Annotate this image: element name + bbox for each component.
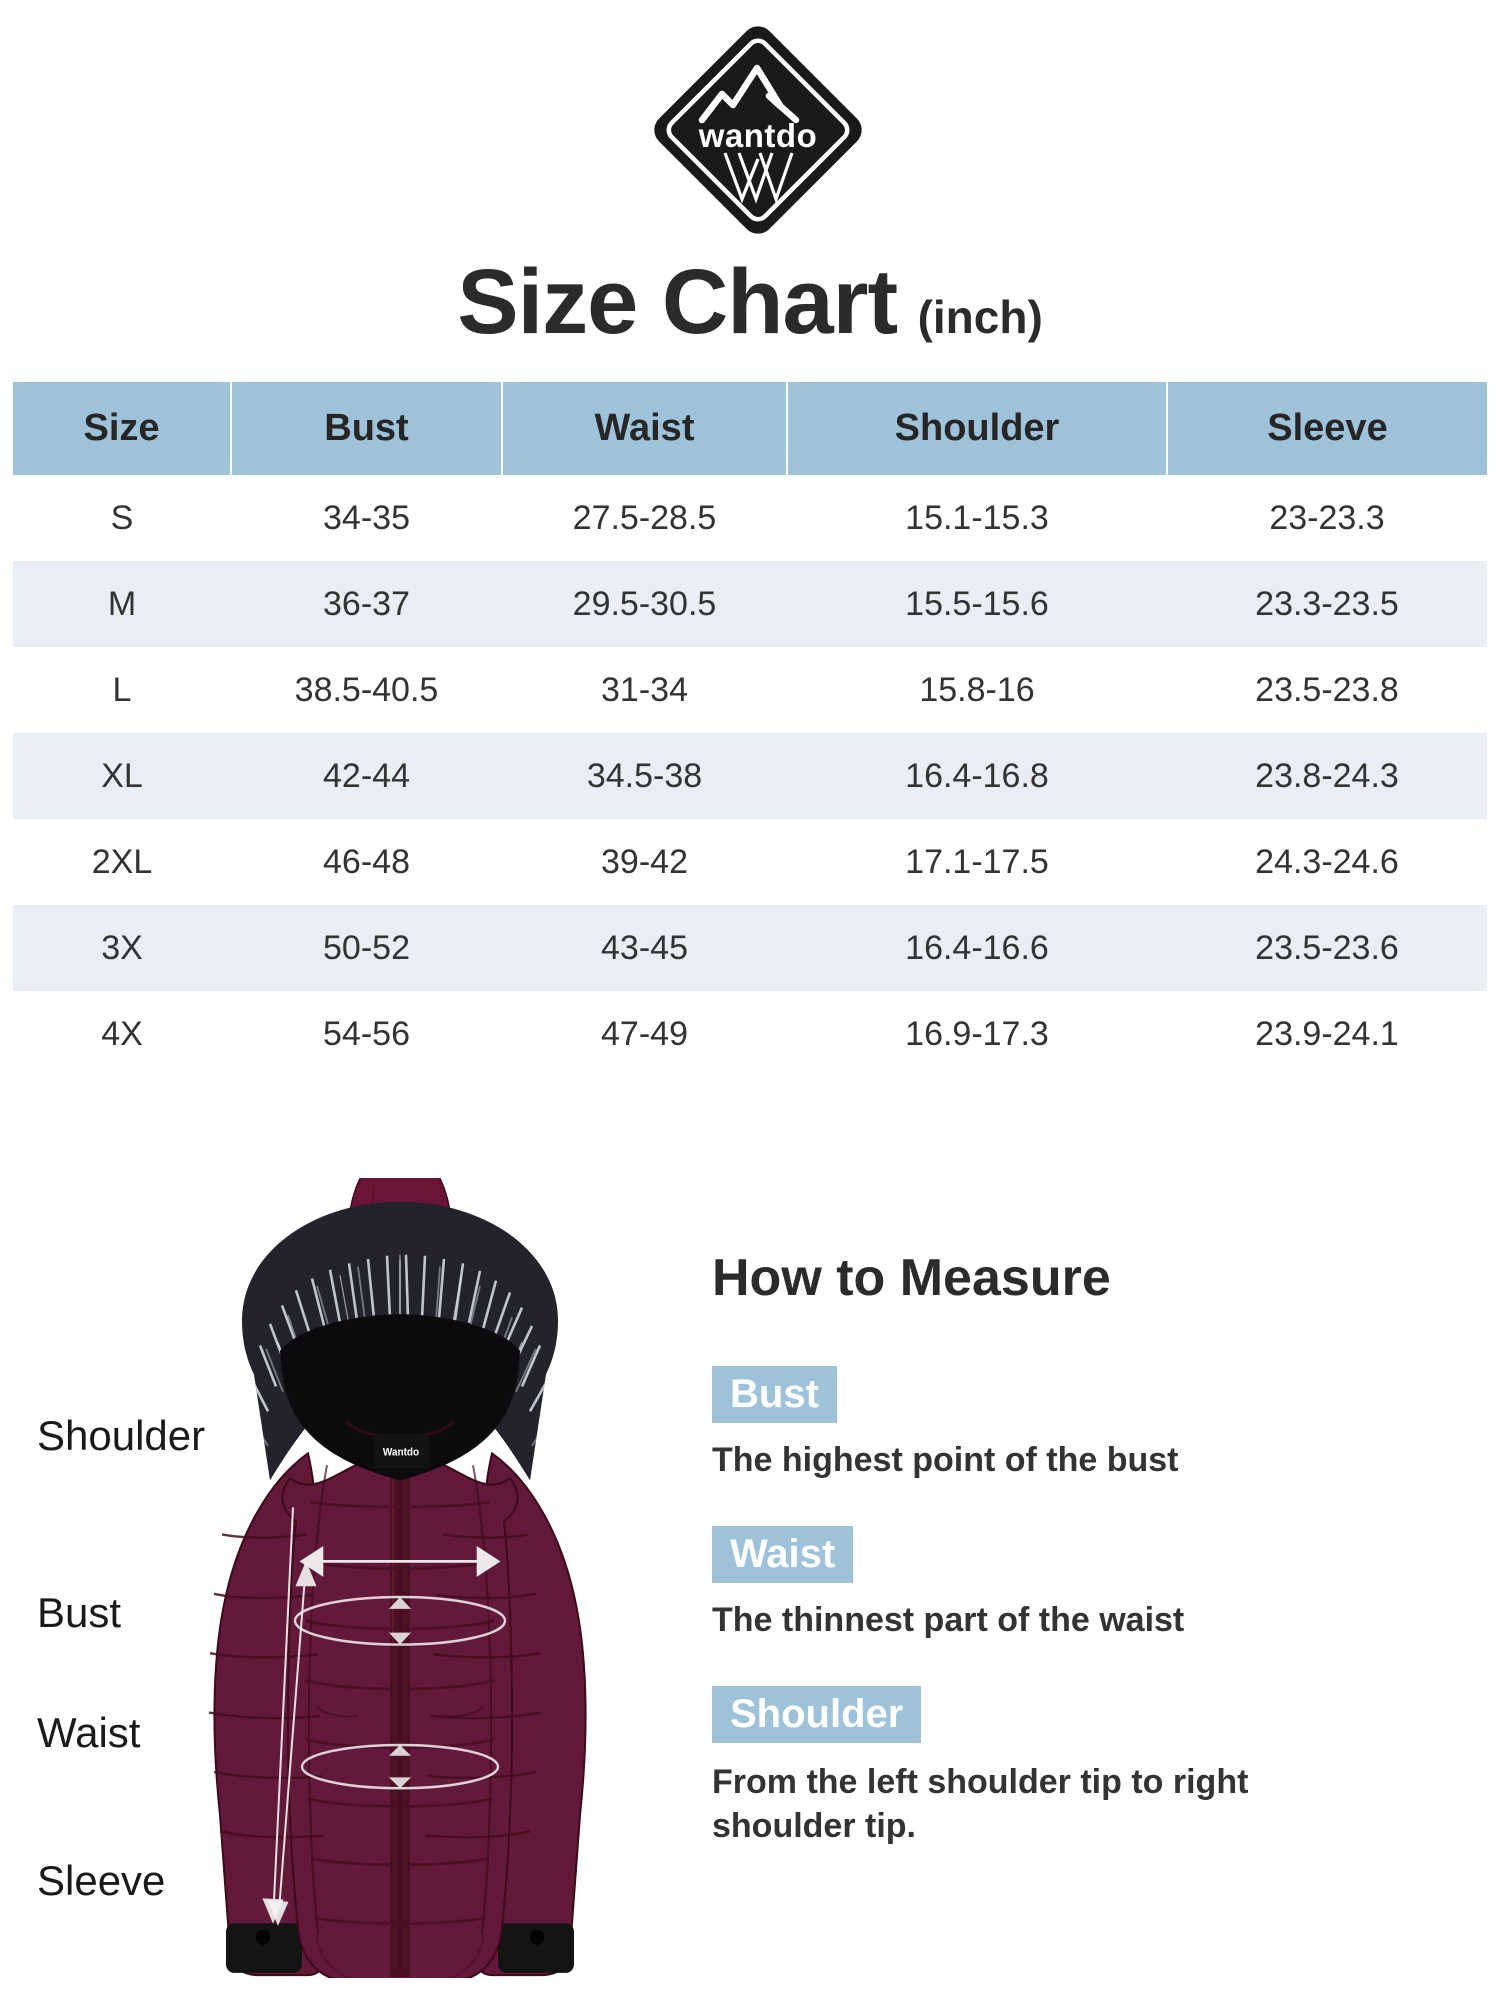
svg-text:Wantdo: Wantdo [383, 1447, 419, 1458]
svg-text:wantdo: wantdo [698, 117, 817, 154]
